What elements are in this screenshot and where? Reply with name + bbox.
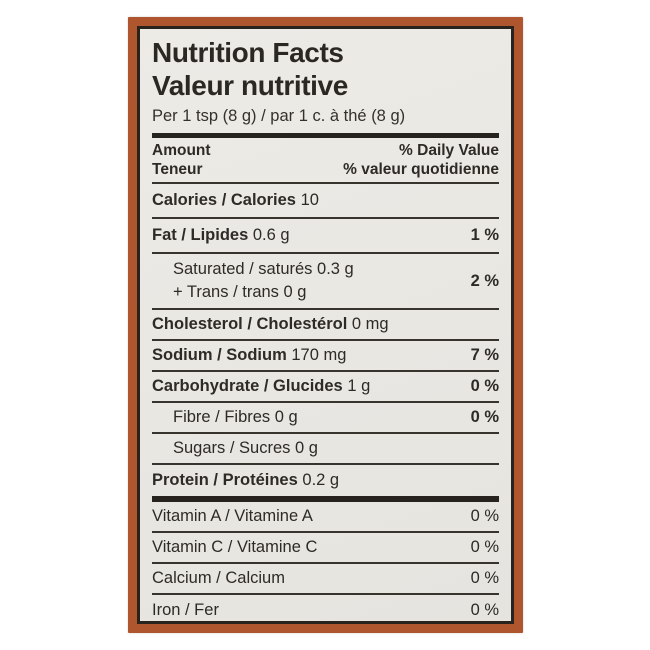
nutrient-row-sugars: Sugars / Sucres 0 g	[152, 434, 499, 463]
divider	[152, 531, 499, 533]
micronutrient-row-iron: Iron / Fer 0 %	[152, 595, 499, 621]
nutrient-name: Protein / Protéines	[152, 471, 298, 489]
nutrient-value: 10	[300, 191, 319, 209]
nutrient-name: Calories / Calories	[152, 191, 296, 209]
amount-header-en: Amount	[152, 142, 211, 159]
daily-value-header: % Daily Value % valeur quotidienne	[343, 141, 499, 179]
daily-value-percent: 0 %	[470, 569, 499, 587]
divider	[152, 593, 499, 595]
daily-value-header-fr: % valeur quotidienne	[343, 161, 499, 178]
column-header-row: Amount Teneur % Daily Value % valeur quo…	[152, 138, 499, 182]
daily-value-percent: 7 %	[470, 346, 499, 364]
divider	[152, 463, 499, 465]
daily-value-header-en: % Daily Value	[399, 142, 499, 159]
nutrient-value: 0 mg	[351, 315, 389, 333]
nutrient-value: 1 g	[347, 377, 371, 395]
nutrient-value: 0 g	[274, 408, 298, 426]
divider	[152, 432, 499, 434]
micronutrient-name: Vitamin C / Vitamine C	[152, 538, 318, 556]
amount-header-fr: Teneur	[152, 161, 203, 178]
micronutrient-name: Calcium / Calcium	[152, 569, 285, 587]
nutrient-row-sodium: Sodium / Sodium 170 mg 7 %	[152, 341, 499, 370]
nutrient-value: 0.3 g	[317, 260, 354, 278]
nutrient-name: Carbohydrate / Glucides	[152, 377, 343, 395]
daily-value-percent: 0 %	[470, 538, 499, 556]
nutrient-value: 0.6 g	[252, 226, 290, 244]
nutrient-name: Fat / Lipides	[152, 226, 249, 244]
nutrient-value: 0 g	[294, 439, 318, 457]
daily-value-percent: 0 %	[470, 408, 499, 426]
daily-value-percent: 0 %	[470, 507, 499, 525]
amount-header: Amount Teneur	[152, 141, 211, 179]
nutrition-label-panel: Nutrition Facts Valeur nutritive Per 1 t…	[137, 26, 514, 624]
daily-value-percent: 2 %	[470, 271, 499, 290]
micronutrient-row-calcium: Calcium / Calcium 0 %	[152, 564, 499, 593]
title-french: Valeur nutritive	[152, 70, 348, 101]
micronutrient-name: Iron / Fer	[152, 601, 219, 619]
daily-value-percent: 1 %	[470, 226, 499, 244]
nutrient-row-fibre: Fibre / Fibres 0 g 0 %	[152, 403, 499, 432]
nutrient-name: Sugars / Sucres	[173, 439, 291, 457]
nutrition-label: Nutrition Facts Valeur nutritive Per 1 t…	[128, 17, 523, 633]
divider	[152, 370, 499, 372]
micronutrient-row-vitamin-a: Vitamin A / Vitamine A 0 %	[152, 502, 499, 531]
nutrient-value: 0.2 g	[302, 471, 340, 489]
divider	[152, 339, 499, 341]
nutrient-name: Cholesterol / Cholestérol	[152, 315, 348, 333]
micronutrient-name: Vitamin A / Vitamine A	[152, 507, 313, 525]
serving-size: Per 1 tsp (8 g) / par 1 c. à thé (8 g)	[152, 107, 406, 125]
daily-value-percent: 0 %	[470, 377, 499, 395]
divider	[152, 308, 499, 310]
thick-divider-bottom	[152, 496, 499, 502]
thick-divider-top	[152, 133, 499, 138]
nutrient-name: Fibre / Fibres	[173, 408, 271, 426]
nutrient-row-fat: Fat / Lipides 0.6 g 1 %	[152, 219, 499, 252]
nutrient-name: Sodium / Sodium	[152, 346, 287, 364]
divider	[152, 217, 499, 219]
micronutrient-row-vitamin-c: Vitamin C / Vitamine C 0 %	[152, 533, 499, 562]
daily-value-percent: 0 %	[470, 601, 499, 619]
nutrient-row-cholesterol: Cholesterol / Cholestérol 0 mg	[152, 310, 499, 339]
nutrient-name-line2: + Trans / trans 0 g	[173, 283, 307, 301]
divider	[152, 252, 499, 254]
nutrient-row-carbohydrate: Carbohydrate / Glucides 1 g 0 %	[152, 372, 499, 401]
divider	[152, 562, 499, 564]
nutrient-row-saturated-trans: Saturated / saturés 0.3 g + Trans / tran…	[152, 254, 499, 308]
nutrient-row-protein: Protein / Protéines 0.2 g	[152, 465, 499, 496]
nutrient-name: Saturated / saturés	[173, 260, 313, 278]
divider	[152, 401, 499, 403]
title-english: Nutrition Facts	[152, 37, 344, 68]
divider	[152, 182, 499, 184]
nutrient-value: 170 mg	[291, 346, 347, 364]
nutrient-row-calories: Calories / Calories 10	[152, 184, 499, 217]
